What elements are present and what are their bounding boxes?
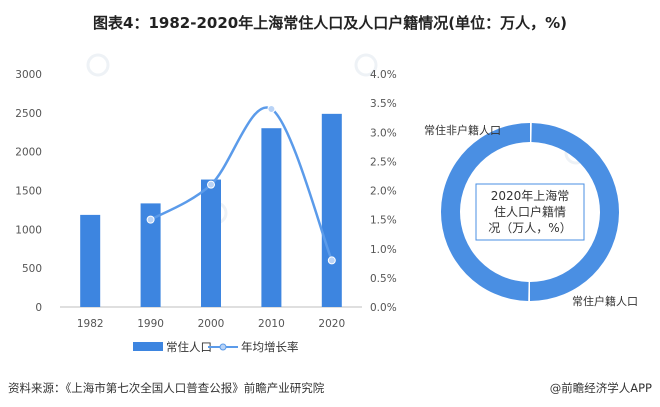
bar-2000 — [201, 179, 221, 307]
x-tick-label: 1982 — [77, 318, 104, 330]
donut-slice-0 — [530, 123, 620, 302]
right-tick-label: 0.5% — [370, 273, 397, 285]
left-tick-label: 2500 — [15, 108, 42, 120]
bar-1990 — [140, 203, 161, 307]
left-y-axis: 0 500 1000 1500 2000 2500 3000 — [15, 69, 42, 314]
right-tick-label: 3.0% — [370, 127, 397, 139]
growth-rate-points — [146, 104, 336, 265]
donut-label-hukou: 常住户籍人口 — [572, 294, 638, 308]
donut-slice-1 — [440, 123, 530, 301]
bar-2010 — [261, 128, 282, 307]
left-tick-label: 1000 — [15, 224, 42, 236]
left-tick-label: 3000 — [15, 69, 42, 81]
legend: 常住人口 年均增长率 — [133, 340, 299, 354]
left-tick-label: 1500 — [15, 186, 42, 198]
x-axis-labels: 1982 1990 2000 2010 2020 — [77, 318, 345, 330]
brand-credit: @前瞻经济学人APP — [549, 381, 652, 395]
left-tick-label: 0 — [35, 302, 42, 314]
watermark-logo-0 — [86, 53, 110, 77]
growth-rate-line — [149, 106, 333, 261]
rate-point-2000 — [207, 180, 215, 189]
source-note: 资料来源：《上海市第七次全国人口普查公报》前瞻产业研究院 — [8, 381, 325, 395]
donut-chart — [440, 123, 620, 302]
donut-center-label-line2: 住人口户籍情 — [494, 204, 566, 219]
donut-label-nonhukou: 常住非户籍人口 — [424, 123, 501, 137]
x-tick-label: 2000 — [198, 318, 225, 330]
legend-label-line: 年均增长率 — [241, 340, 299, 354]
legend-swatch-marker — [219, 343, 227, 351]
legend-swatch-bar — [133, 342, 163, 351]
right-tick-label: 1.0% — [370, 244, 397, 256]
legend-label-bar: 常住人口 — [166, 340, 212, 354]
rate-point-2010 — [267, 104, 276, 113]
rate-point-1990 — [146, 215, 155, 224]
rate-point-2020 — [327, 256, 336, 265]
x-tick-label: 2010 — [258, 318, 285, 330]
left-tick-label: 500 — [22, 263, 42, 275]
right-tick-label: 0.0% — [370, 302, 397, 314]
chart-title: 图表4：1982-2020年上海常住人口及人口户籍情况(单位：万人，%) — [93, 14, 567, 32]
right-tick-label: 2.0% — [370, 186, 397, 198]
left-tick-label: 2000 — [15, 147, 42, 159]
watermark-logo-1 — [354, 53, 378, 77]
right-tick-label: 2.5% — [370, 156, 397, 168]
x-tick-label: 2020 — [318, 318, 345, 330]
x-tick-label: 1990 — [137, 318, 164, 330]
right-tick-label: 4.0% — [370, 69, 397, 81]
donut-center-label-line1: 2020年上海常 — [491, 188, 570, 203]
donut-center-box — [475, 183, 585, 241]
right-y-axis: 0.0% 0.5% 1.0% 1.5% 2.0% 2.5% 3.0% 3.5% 4.0% — [370, 69, 397, 314]
bar-series — [80, 113, 342, 307]
right-tick-label: 1.5% — [370, 215, 397, 227]
bar-1982 — [80, 214, 101, 307]
right-tick-label: 3.5% — [370, 98, 397, 110]
bar-2020 — [321, 113, 342, 307]
donut-center-label-line3: 况（万人，%） — [488, 221, 571, 235]
